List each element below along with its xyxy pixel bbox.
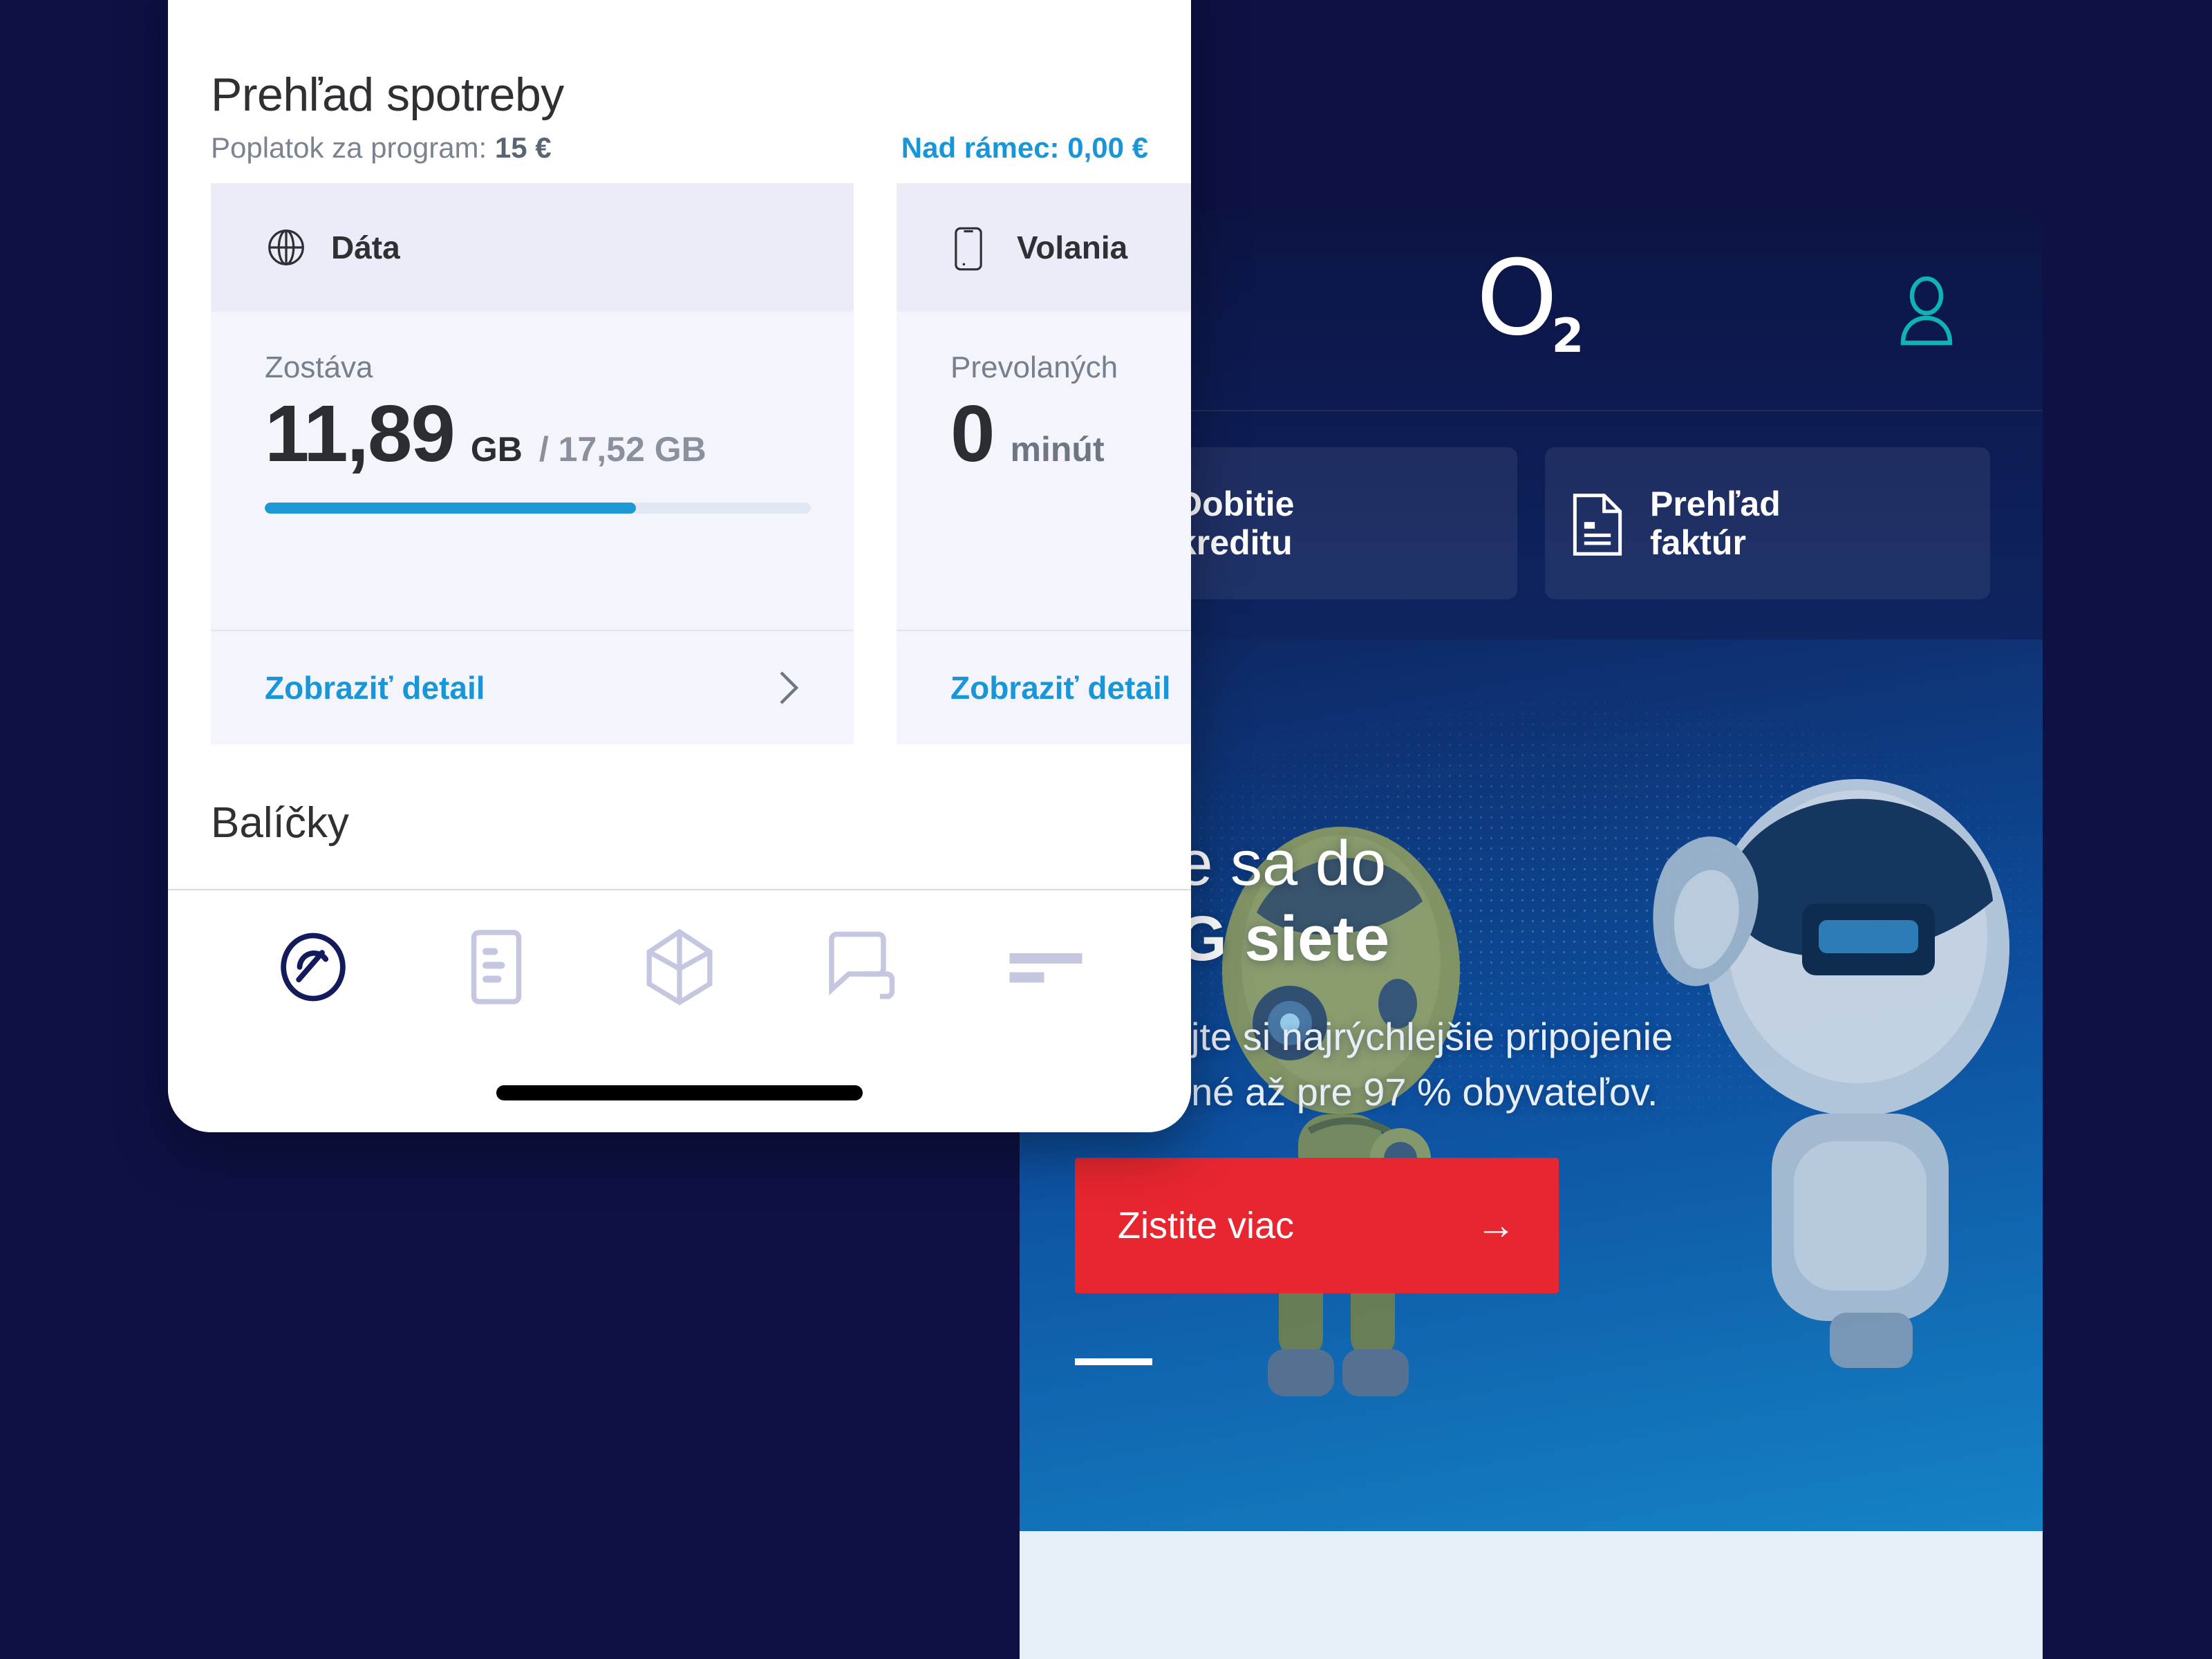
- usage-overview-phone-card: Prehľad spotreby Poplatok za program: 15…: [168, 0, 1191, 1132]
- usage-card-header: Dáta: [211, 183, 854, 312]
- mobile-phone-icon: [950, 226, 993, 271]
- usage-card-data[interactable]: Dáta Zostáva 11,89 GB / 17,52 GB Zobrazi…: [211, 183, 854, 744]
- usage-card-total: / 17,52 GB: [538, 430, 706, 469]
- chat-bubble-icon: [825, 930, 901, 1007]
- user-account-icon[interactable]: [1893, 276, 1960, 346]
- usage-card-title: Dáta: [331, 229, 400, 265]
- tab-faktury[interactable]: [458, 929, 534, 1009]
- quick-action-label: Prehľad faktúr: [1650, 485, 1781, 562]
- usage-card-unit: minút: [1010, 430, 1105, 469]
- robot-blue-illustration: [1653, 779, 2009, 1368]
- detail-link-label: Zobraziť detail: [950, 670, 1171, 706]
- program-fee: Poplatok za program: 15 €: [211, 131, 552, 164]
- arrow-right-icon: →: [1476, 1203, 1516, 1248]
- home-indicator: [496, 1085, 863, 1100]
- tab-balicky[interactable]: [641, 928, 718, 1009]
- usage-card-value: 0: [950, 388, 995, 478]
- program-fee-value: 15 €: [494, 131, 552, 164]
- chevron-right-icon: [776, 670, 800, 706]
- invoice-document-icon: [466, 929, 527, 1009]
- cta-label: Zistite viac: [1118, 1205, 1295, 1246]
- carousel-indicator[interactable]: [1075, 1358, 1152, 1365]
- fee-row: Poplatok za program: 15 € Nad rámec: 0,0…: [211, 131, 1148, 165]
- speedometer-icon: [277, 931, 349, 1006]
- package-box-icon: [641, 928, 718, 1009]
- usage-card-detail-link[interactable]: Zobraziť detail: [211, 630, 854, 744]
- overage-amount: Nad rámec: 0,00 €: [901, 131, 1148, 164]
- quick-action-prehlad-faktur[interactable]: Prehľad faktúr: [1545, 447, 1990, 599]
- usage-card-header: Volania: [897, 183, 1191, 312]
- page-section-below-banner: [1020, 1531, 2043, 1659]
- tab-menu[interactable]: [1008, 930, 1084, 1006]
- carousel-dot-1[interactable]: [1075, 1358, 1152, 1365]
- tab-prehlad-spotreby[interactable]: [275, 930, 351, 1006]
- section-title-balicky: Balíčky: [211, 799, 349, 847]
- invoice-list-icon: [1568, 491, 1629, 556]
- usage-card-label: Zostáva: [265, 350, 373, 384]
- tab-chat[interactable]: [825, 930, 901, 1006]
- zistite-viac-button[interactable]: Zistite viac →: [1075, 1158, 1559, 1293]
- quick-action-label: Dobitie kreditu: [1177, 485, 1295, 562]
- detail-link-label: Zobraziť detail: [265, 670, 485, 706]
- page-title: Prehľad spotreby: [211, 68, 564, 121]
- usage-card-unit: GB: [470, 430, 523, 469]
- data-progress-bar: [265, 502, 811, 514]
- usage-card-title: Volania: [1017, 229, 1128, 265]
- usage-cards-row: Dáta Zostáva 11,89 GB / 17,52 GB Zobrazi…: [211, 183, 1191, 744]
- usage-card-value: 11,89: [265, 388, 456, 478]
- globe-icon: [265, 226, 308, 269]
- usage-card-label: Prevolaných: [950, 350, 1118, 384]
- usage-card-body: Zostáva 11,89 GB / 17,52 GB: [211, 312, 854, 630]
- usage-card-body: Prevolaných 0 minút: [897, 312, 1191, 630]
- bottom-tab-bar: [168, 889, 1191, 1132]
- usage-card-volania[interactable]: Volania Prevolaných 0 minút Zobraziť det…: [897, 183, 1191, 744]
- usage-card-detail-link[interactable]: Zobraziť detail: [897, 630, 1191, 744]
- o2-logo: O2: [1476, 238, 1584, 363]
- menu-lines-icon: [1008, 944, 1084, 993]
- o2-app-mockup: O2 Dobitie kreditu: [1020, 211, 2043, 1659]
